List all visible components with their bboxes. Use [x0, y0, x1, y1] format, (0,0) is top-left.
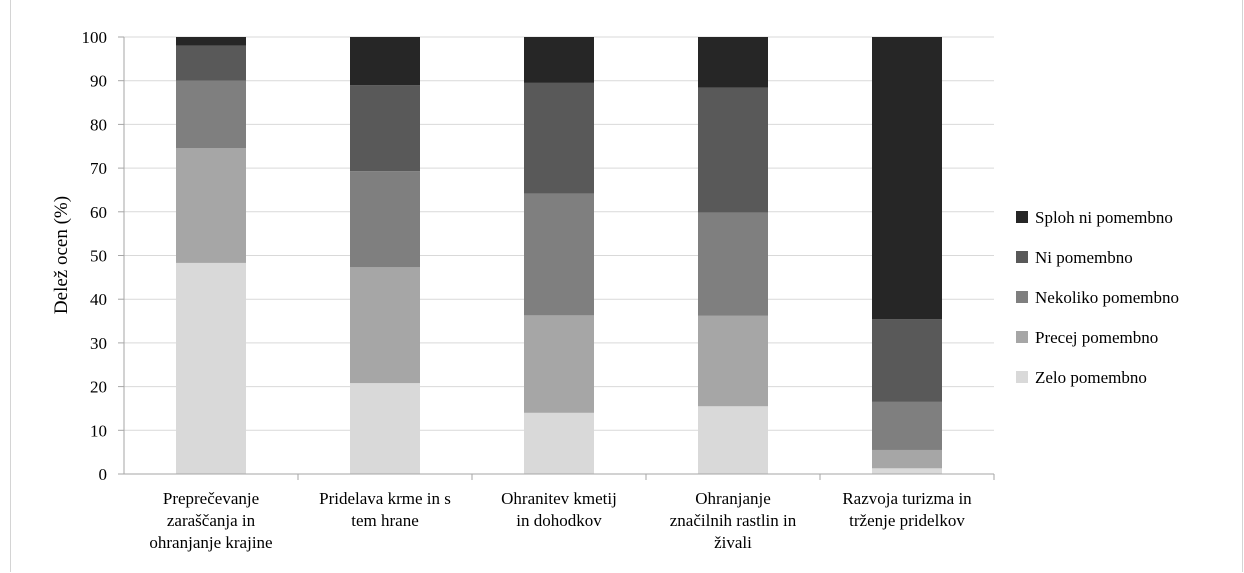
y-tick-label: 100 [82, 28, 108, 47]
legend-swatch [1016, 331, 1028, 343]
category-label: značilnih rastlin in [670, 511, 797, 530]
y-tick-label: 0 [99, 465, 108, 484]
y-tick-label: 40 [90, 290, 107, 309]
legend: Sploh ni pomembno Ni pomembno Nekoliko pom… [1016, 208, 1179, 387]
category-label: Razvoja turizma in [842, 489, 972, 508]
y-tick-label: 80 [90, 115, 107, 134]
bar-segment [872, 401, 942, 450]
category-label: Pridelava krme in s [319, 489, 451, 508]
legend-label: Ni pomembno [1035, 248, 1133, 267]
category-labels: Preprečevanje zaraščanja in ohranjanje kra… [149, 489, 972, 552]
bar-segment [176, 80, 246, 148]
axes [118, 36, 995, 480]
category-label: tem hrane [351, 511, 419, 530]
y-tick-label: 20 [90, 378, 107, 397]
bar-segment [176, 45, 246, 81]
bar-segment [176, 262, 246, 474]
bar-segment [698, 406, 768, 474]
y-tick-label: 70 [90, 159, 107, 178]
legend-swatch [1016, 251, 1028, 263]
category-label: in dohodkov [516, 511, 602, 530]
category-label: živali [714, 533, 752, 552]
bar-segment [698, 37, 768, 88]
bar-segment [872, 319, 942, 402]
bar-segment [350, 37, 420, 86]
category-label: trženje pridelkov [849, 511, 965, 530]
bars [176, 37, 942, 474]
bar-segment [350, 85, 420, 172]
bar-segment [872, 449, 942, 469]
y-tick-label: 60 [90, 203, 107, 222]
bar-segment [698, 212, 768, 316]
bar-segment [524, 193, 594, 316]
category-label: Ohranitev kmetij [501, 489, 617, 508]
bar-segment [524, 412, 594, 474]
y-tick-label: 90 [90, 72, 107, 91]
legend-label: Zelo pomembno [1035, 368, 1147, 387]
legend-label: Precej pomembno [1035, 328, 1158, 347]
legend-label: Nekoliko pomembno [1035, 288, 1179, 307]
category-label: Preprečevanje [163, 489, 259, 508]
chart-frame: 0 10 20 30 40 50 60 70 80 90 100 Preprečevanje zara… [10, 0, 1243, 572]
legend-swatch [1016, 291, 1028, 303]
legend-swatch [1016, 371, 1028, 383]
bar-segment [350, 383, 420, 474]
bar-segment [524, 315, 594, 413]
category-label: zaraščanja in [167, 511, 256, 530]
y-axis-title: Delež ocen (%) [51, 196, 72, 314]
y-tick-labels: 0 10 20 30 40 50 60 70 80 90 100 [82, 28, 108, 484]
y-tick-label: 30 [90, 334, 107, 353]
bar-segment [872, 468, 942, 474]
bar-segment [350, 171, 420, 268]
bar-segment [524, 82, 594, 194]
legend-swatch [1016, 211, 1028, 223]
bar-segment [524, 37, 594, 83]
legend-label: Sploh ni pomembno [1035, 208, 1173, 227]
bar-segment [350, 267, 420, 384]
bar-segment [176, 37, 246, 46]
bar-segment [698, 87, 768, 213]
y-tick-label: 10 [90, 421, 107, 440]
bar-segment [872, 37, 942, 320]
category-label: Ohranjanje [695, 489, 771, 508]
bar-segment [698, 315, 768, 407]
stacked-bar-chart: 0 10 20 30 40 50 60 70 80 90 100 Preprečevanje zara… [51, 28, 1179, 552]
y-tick-label: 50 [90, 247, 107, 266]
category-label: ohranjanje krajine [149, 533, 272, 552]
bar-segment [176, 147, 246, 263]
